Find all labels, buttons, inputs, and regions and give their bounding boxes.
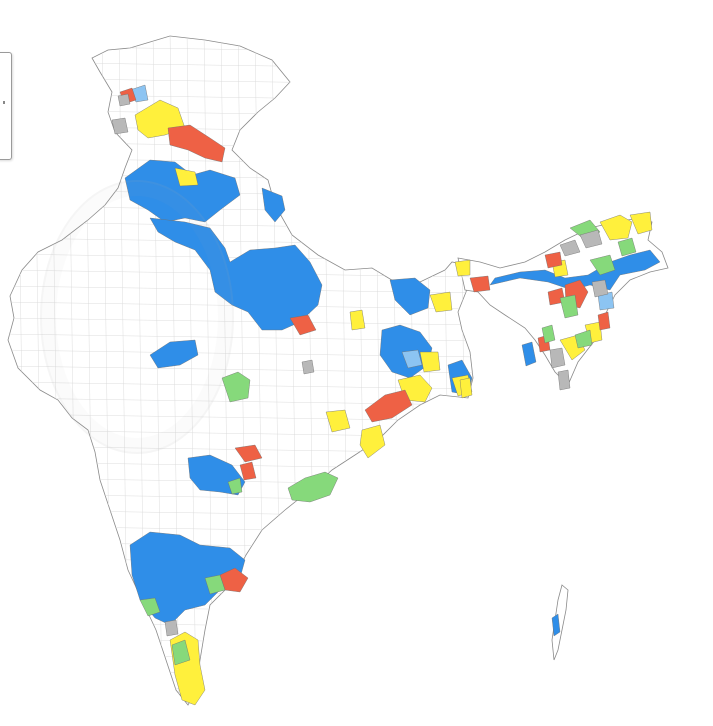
district-region[interactable]	[459, 377, 473, 399]
district-region[interactable]	[204, 574, 226, 595]
district-region[interactable]	[591, 279, 609, 298]
district-region[interactable]	[579, 229, 603, 249]
district-region[interactable]	[261, 187, 286, 223]
watermark-seal	[40, 180, 234, 454]
district-region[interactable]	[234, 444, 263, 463]
district-region[interactable]	[239, 461, 257, 481]
district-region[interactable]	[171, 639, 191, 666]
district-boundary-line	[8, 653, 473, 662]
district-boundary-line	[8, 701, 473, 705]
district-region[interactable]	[287, 471, 339, 503]
district-region[interactable]	[167, 124, 226, 163]
district-region[interactable]	[117, 93, 131, 107]
district-region[interactable]	[174, 167, 199, 187]
districts-gray	[111, 93, 609, 637]
district-region[interactable]	[521, 341, 537, 367]
district-region[interactable]	[629, 211, 653, 235]
district-region[interactable]	[549, 347, 566, 369]
district-region[interactable]	[359, 424, 386, 459]
district-region[interactable]	[597, 311, 611, 331]
district-region[interactable]	[559, 294, 579, 319]
district-region[interactable]	[111, 117, 129, 135]
district-region[interactable]	[349, 309, 366, 331]
legend-toggle-button[interactable]	[0, 52, 12, 160]
district-region[interactable]	[164, 619, 179, 637]
district-boundary-line	[8, 685, 473, 694]
district-region[interactable]	[599, 214, 633, 241]
district-region[interactable]	[557, 369, 571, 391]
district-region[interactable]	[454, 259, 471, 277]
district-region[interactable]	[617, 237, 637, 257]
district-region[interactable]	[574, 329, 593, 349]
district-boundary-line	[8, 605, 473, 614]
district-region[interactable]	[429, 291, 453, 313]
district-region[interactable]	[364, 389, 413, 423]
districts-green	[139, 219, 637, 666]
district-region[interactable]	[551, 613, 561, 637]
district-region[interactable]	[139, 597, 161, 617]
district-boundary-line	[8, 141, 473, 150]
districts-red	[119, 87, 611, 593]
district-region[interactable]	[389, 277, 431, 316]
district-region[interactable]	[289, 314, 317, 336]
district-region[interactable]	[419, 351, 441, 373]
district-boundary-line	[8, 621, 473, 630]
district-boundary-line	[8, 637, 473, 646]
district-region[interactable]	[401, 349, 423, 369]
district-boundary-line	[8, 669, 473, 678]
district-region[interactable]	[221, 371, 251, 403]
district-boundary-line	[476, 30, 485, 710]
district-region[interactable]	[544, 251, 563, 269]
district-region[interactable]	[589, 254, 616, 276]
district-boundary-line	[8, 36, 473, 38]
andaman-islands-outline	[551, 584, 569, 661]
district-region[interactable]	[559, 239, 581, 257]
legend-handle-icon	[3, 101, 5, 104]
district-region[interactable]	[227, 477, 243, 495]
district-region[interactable]	[541, 324, 556, 344]
district-region[interactable]	[325, 409, 351, 433]
district-region[interactable]	[469, 275, 491, 293]
district-region[interactable]	[301, 359, 315, 375]
